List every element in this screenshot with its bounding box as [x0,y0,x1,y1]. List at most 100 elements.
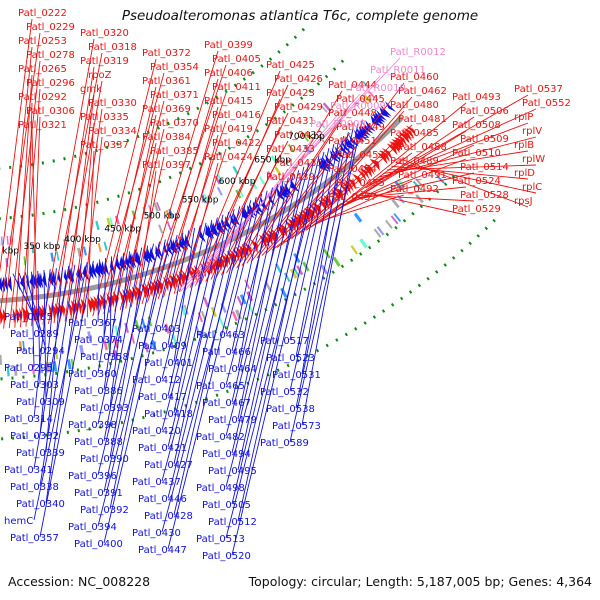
leader-line [161,225,201,380]
feature-block [373,228,382,238]
leader-line [241,104,351,266]
gene-label: Patl_0453 [336,150,385,161]
gene-label: Patl_0253 [18,36,67,47]
reverse-gene-arrow [157,244,164,260]
reverse-gene-arrow [221,217,229,233]
leader-line [281,82,405,246]
gene-label: Patl_0462 [398,86,447,97]
gene-label: Patl_0449 [336,122,385,133]
gene-label: Patl_0480 [390,100,439,111]
leader-line [103,234,178,544]
leader-line [231,190,268,352]
leader-line [173,134,219,294]
gene-label: Patl_0394 [68,522,117,533]
forward-gene-arrow [15,307,21,324]
reverse-gene-arrow [163,242,170,258]
feature-block [362,81,370,89]
leader-line [237,177,289,420]
leader-line [97,243,155,476]
leader-line [53,66,95,324]
feature-block [302,133,309,142]
reverse-gene-arrow [155,245,162,261]
gene-label: Patl_0265 [18,64,67,75]
feature-block [165,209,171,219]
feature-block [124,322,130,334]
leader-line [109,251,131,408]
gene-label: Patl_0433 [266,144,315,155]
forward-gene-arrow [376,152,388,165]
genome-info-text: Topology: circular; Length: 5,187,005 bp… [248,574,592,589]
leader-line [81,136,103,319]
gene-label: Patl_0573 [272,421,321,432]
gene-label: Patl_0320 [80,28,129,39]
gene-label: Patl_0513 [196,534,245,545]
feature-block [203,193,209,203]
feature-block [156,201,161,211]
feature-block [13,365,18,376]
leader-line [45,263,82,504]
position-tick-label: 350 kbp [23,242,60,252]
feature-block [31,244,35,254]
leader-line [295,127,354,409]
leader-line [173,220,213,414]
gene-label: Patl_0372 [142,48,191,59]
gene-label: Patl_0332 [10,431,59,442]
feature-block [79,344,85,356]
gene-label: Patl_0514 [460,162,509,173]
reverse-gene-arrow [212,221,220,237]
leader-line [0,18,33,273]
gene-label: Patl_0520 [202,551,251,562]
feature-block [50,252,55,262]
feature-block [368,91,376,99]
leader-line [109,239,166,510]
gene-label: Patl_0432 [274,130,323,141]
gene-label: Patl_0296 [26,78,75,89]
dotted-ring-0 [0,23,310,170]
feature-block [234,309,242,320]
gene-label: Patl_0330 [88,98,137,109]
gene-label: rplC [522,182,542,193]
gene-label: Patl_0439 [266,172,315,183]
leader-line [31,271,35,368]
feature-block [56,251,60,261]
gene-label: Patl_0447 [138,545,187,556]
leader-line [92,58,157,317]
feature-block [67,359,72,370]
gene-label: Patl_0489 [390,156,439,167]
gene-label: Patl_0420 [132,426,181,437]
gene-label: Patl_0512 [208,517,257,528]
feature-block [214,175,221,185]
gene-label: Patl_0454 [328,164,377,175]
gene-label: Patl_0444 [328,80,377,91]
feature-block [82,246,87,256]
reverse-gene-arrow [267,192,276,207]
gene-label: Patl_0417 [138,392,187,403]
leader-line [167,230,190,346]
gene-label: Patl_0431 [266,116,315,127]
gene-label: Patl_0517 [260,336,309,347]
reverse-gene-arrow [7,275,13,292]
gene-label: Patl_0429 [274,102,323,113]
feature-block [109,217,114,227]
leader-line [399,158,529,208]
reverse-gene-arrow [0,276,3,293]
gene-label: Patl_0485 [390,128,439,139]
gene-label: rplV [522,126,542,137]
gene-label: Patl_0386 [74,386,123,397]
gene-label: Patl_0464 [208,364,257,375]
gene-label: hemC [4,516,33,527]
leader-line [173,227,196,363]
gene-label: Patl_0303 [10,380,59,391]
gene-label: Patl_0589 [260,438,309,449]
leader-line [114,114,157,312]
reverse-gene-arrow [338,142,349,156]
feature-block [436,175,445,184]
gene-label: Patl_0445 [336,94,385,105]
leader-line [289,132,349,392]
gene-label: Patl_0374 [74,335,123,346]
gene-label: Patl_0465 [196,381,245,392]
leader-line [3,46,33,329]
feature-block [6,366,10,377]
reverse-gene-arrow [184,233,192,249]
genome-backbone [0,115,404,304]
